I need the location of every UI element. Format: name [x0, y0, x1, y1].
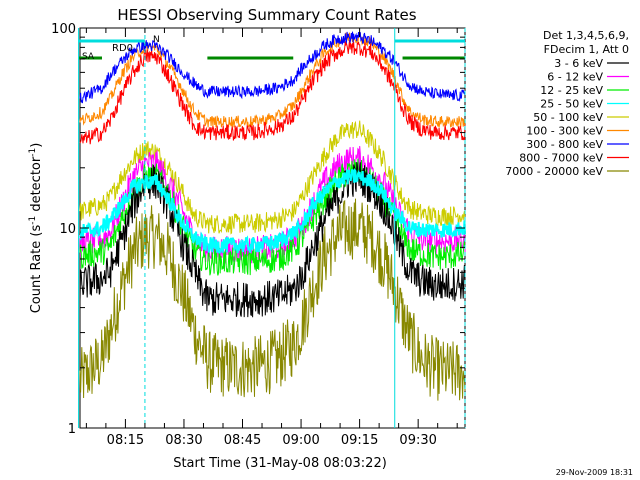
legend: Det 1,3,4,5,6,9, FDecim 1, Att 0 3 - 6 k…	[505, 29, 629, 178]
y-axis-ticks: 1 10 100	[51, 22, 465, 437]
y-axis-label-sup: -1	[28, 216, 38, 225]
plot-area: 08:15 08:30 08:45 09:00 09:15 09:30 1 10 100 RD…	[51, 22, 466, 448]
series-line-7000-20000-kev	[79, 198, 466, 401]
x-tick-label: 09:00	[282, 433, 319, 448]
series-line-25-50-kev	[79, 167, 466, 255]
y-axis-label-rest: detector	[29, 156, 44, 216]
legend-label: 800 - 7000 keV	[519, 152, 603, 165]
attenuator-layer	[78, 39, 465, 60]
legend-label: 3 - 6 keV	[554, 57, 603, 70]
chart-title: HESSI Observing Summary Count Rates	[117, 6, 416, 24]
x-tick-label: 08:45	[224, 433, 261, 448]
y-tick-label: 100	[51, 22, 76, 37]
x-tick-label: 09:15	[341, 433, 378, 448]
y-axis-label-main: Count Rate (s	[29, 225, 44, 314]
legend-header-2: FDecim 1, Att 0	[544, 43, 629, 56]
legend-header-1: Det 1,3,4,5,6,9,	[543, 29, 629, 42]
x-axis-label: Start Time (31-May-08 08:03:22)	[173, 456, 387, 471]
series-layer	[79, 31, 466, 401]
annotation-sa: SA	[82, 52, 95, 62]
x-tick-label: 08:15	[107, 433, 144, 448]
y-axis-label-close: )	[29, 143, 44, 148]
x-tick-label: 09:30	[399, 433, 436, 448]
legend-label: 12 - 25 keV	[540, 84, 603, 97]
annotation-n: N	[153, 35, 160, 45]
annotation-rd0: RD0	[112, 43, 133, 54]
y-tick-label: 10	[59, 222, 76, 237]
series-line-300-800-kev	[79, 31, 466, 104]
x-axis-ticks: 08:15 08:30 08:45 09:00 09:15 09:30	[85, 28, 458, 448]
y-axis-label: Count Rate (s-1 detector-1)	[28, 143, 44, 314]
series-line-100-300-kev	[79, 32, 466, 128]
x-tick-label: 08:30	[165, 433, 202, 448]
legend-label: 7000 - 20000 keV	[505, 165, 603, 178]
legend-label: 300 - 800 keV	[526, 138, 603, 151]
series-line-800-7000-kev	[79, 40, 466, 145]
legend-label: 25 - 50 keV	[540, 98, 603, 111]
y-axis-label-sup2: -1	[28, 148, 38, 157]
footer-date: 29-Nov-2009 18:31	[556, 468, 633, 477]
y-tick-label: 1	[68, 422, 76, 437]
legend-label: 50 - 100 keV	[533, 111, 603, 124]
legend-label: 100 - 300 keV	[526, 125, 603, 138]
legend-label: 6 - 12 keV	[547, 71, 603, 84]
series-line-50-100-kev	[79, 120, 466, 235]
